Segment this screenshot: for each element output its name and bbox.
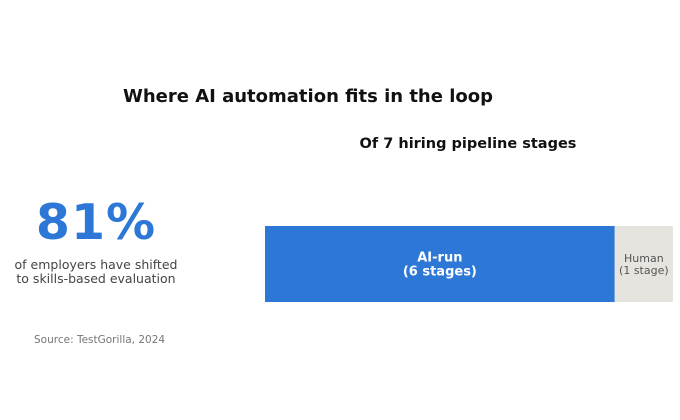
- stat-block: 81% of employers have shifted to skills-…: [0, 196, 192, 286]
- bar-segment-human: [614, 226, 673, 302]
- stat-caption: of employers have shifted to skills-base…: [0, 258, 192, 286]
- bar-label-human: Human: [624, 252, 664, 265]
- stat-value: 81%: [35, 194, 157, 251]
- bar-sublabel-ai-run: (6 stages): [403, 265, 477, 280]
- stat-caption-line2: to skills-based evaluation: [16, 271, 176, 286]
- bar-sublabel-human: (1 stage): [619, 264, 669, 277]
- stat-caption-line1: of employers have shifted: [14, 257, 178, 272]
- chart-title: Where AI automation fits in the loop: [122, 86, 494, 107]
- bar-chart-title: Of 7 hiring pipeline stages: [359, 136, 577, 152]
- bar-segment-ai-run: [265, 226, 615, 302]
- bar-label-ai-run: AI-run: [417, 251, 462, 266]
- source-note: Source: TestGorilla, 2024: [34, 334, 166, 346]
